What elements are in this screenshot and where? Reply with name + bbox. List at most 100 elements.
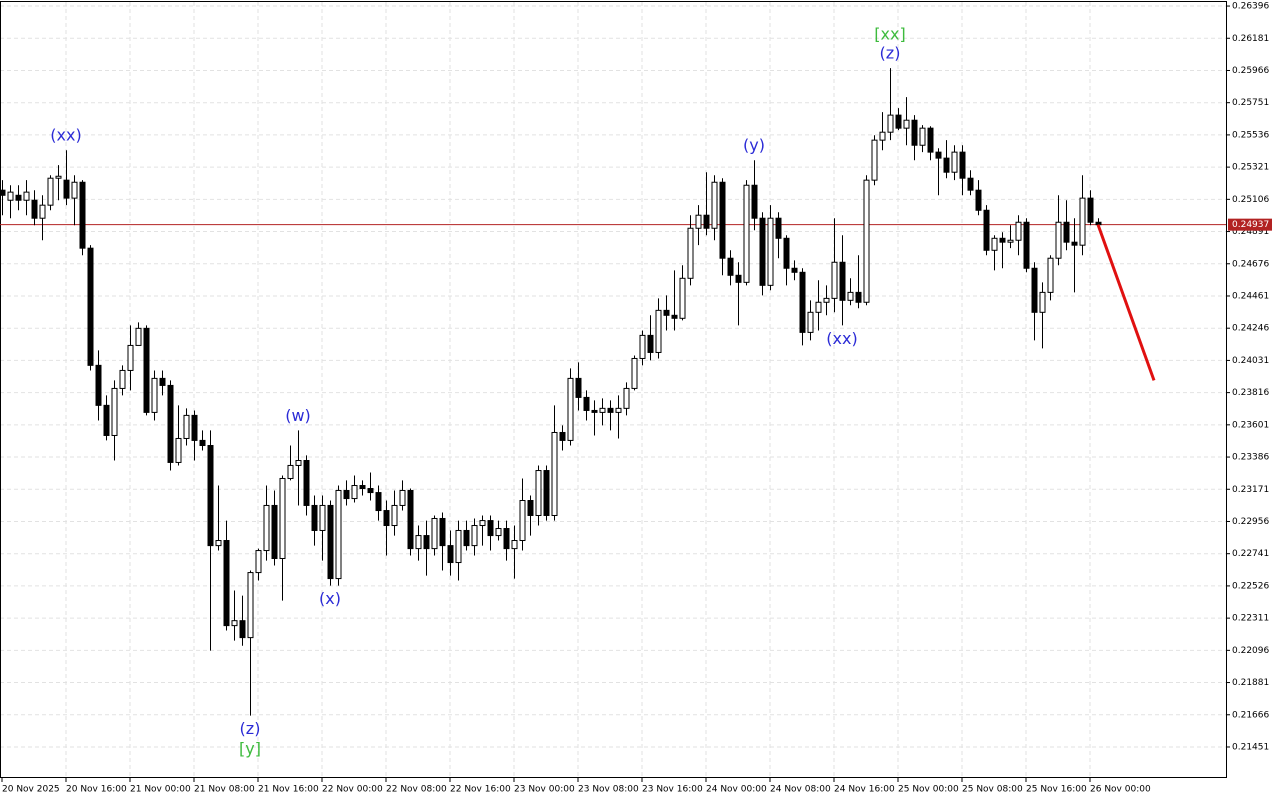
candle-body bbox=[991, 237, 998, 251]
candle-body bbox=[23, 191, 30, 201]
candle-body bbox=[439, 517, 446, 547]
candle-body bbox=[223, 540, 230, 627]
candle-body bbox=[527, 500, 534, 516]
candle-body bbox=[543, 470, 550, 516]
candle-body bbox=[975, 189, 982, 211]
y-tick-label: 0.25536 bbox=[1232, 130, 1269, 140]
y-tick-label: 0.25751 bbox=[1232, 98, 1269, 108]
y-tick-label: 0.21451 bbox=[1232, 742, 1269, 752]
y-tick-label: 0.24031 bbox=[1232, 356, 1269, 366]
candle-body bbox=[31, 199, 38, 219]
candle-body bbox=[47, 177, 54, 206]
wave-label: (w) bbox=[285, 406, 311, 425]
candle-body bbox=[55, 175, 62, 179]
candle-body bbox=[639, 334, 646, 359]
candle-body bbox=[135, 327, 142, 346]
candle-body bbox=[247, 572, 254, 639]
candle-body bbox=[759, 217, 766, 286]
candle-body bbox=[863, 179, 870, 303]
candle-body bbox=[319, 504, 326, 531]
candle-body bbox=[959, 151, 966, 179]
candle-body bbox=[935, 151, 942, 159]
candle-body bbox=[999, 237, 1006, 243]
wave-label: (x) bbox=[319, 589, 341, 608]
y-tick-label: 0.23171 bbox=[1232, 485, 1269, 495]
candle-body bbox=[15, 194, 22, 201]
x-tick-label: 22 Nov 08:00 bbox=[386, 785, 447, 795]
candle-body bbox=[711, 181, 718, 229]
candle-body bbox=[671, 314, 678, 319]
candle-body bbox=[1039, 291, 1046, 313]
candle-body bbox=[895, 114, 902, 129]
candle-body bbox=[839, 261, 846, 301]
candle-body bbox=[695, 214, 702, 229]
y-tick-label: 0.23601 bbox=[1232, 420, 1269, 430]
candle-body bbox=[103, 404, 110, 436]
candle-body bbox=[175, 437, 182, 463]
candle-body bbox=[535, 470, 542, 516]
candle-body bbox=[855, 291, 862, 303]
candle-body bbox=[807, 311, 814, 333]
wave-label: (z) bbox=[880, 44, 901, 63]
y-tick-label: 0.22741 bbox=[1232, 549, 1269, 559]
candle-body bbox=[415, 535, 422, 550]
y-tick-label: 0.21666 bbox=[1232, 710, 1269, 720]
candle-body bbox=[1047, 257, 1054, 293]
candle-body bbox=[599, 407, 606, 413]
x-tick-label: 21 Nov 08:00 bbox=[194, 785, 255, 795]
candle-body bbox=[583, 396, 590, 411]
candle-body bbox=[511, 540, 518, 550]
candle-body bbox=[119, 369, 126, 389]
y-tick-label: 0.24891 bbox=[1232, 227, 1269, 237]
candle-body bbox=[663, 309, 670, 316]
candle-body bbox=[487, 520, 494, 537]
candle-body bbox=[1015, 221, 1022, 241]
candle-body bbox=[95, 364, 102, 406]
x-tick-label: 20 Nov 2025 bbox=[2, 785, 60, 795]
x-tick-label: 24 Nov 16:00 bbox=[834, 785, 895, 795]
candle-body bbox=[703, 214, 710, 229]
x-tick-label: 25 Nov 08:00 bbox=[962, 785, 1023, 795]
candle-body bbox=[503, 528, 510, 550]
candle-body bbox=[1079, 197, 1086, 246]
x-tick-label: 22 Nov 16:00 bbox=[450, 785, 511, 795]
candle-body bbox=[79, 181, 86, 249]
candle-body bbox=[1031, 267, 1038, 313]
wave-label: (y) bbox=[743, 136, 765, 155]
candle-body bbox=[311, 504, 318, 531]
candle-body bbox=[1063, 221, 1070, 243]
candle-body bbox=[1055, 221, 1062, 259]
candle-body bbox=[255, 550, 262, 574]
y-tick-label: 0.21881 bbox=[1232, 678, 1269, 688]
candle-body bbox=[167, 384, 174, 463]
wave-label: [xx] bbox=[874, 25, 905, 44]
plot-frame bbox=[0, 1, 1227, 778]
candle-body bbox=[479, 520, 486, 527]
candle-body bbox=[151, 377, 158, 413]
y-tick-label: 0.22526 bbox=[1232, 581, 1269, 591]
candle-body bbox=[1023, 221, 1030, 269]
candle-body bbox=[455, 529, 462, 564]
x-tick-label: 23 Nov 16:00 bbox=[642, 785, 703, 795]
candle-body bbox=[903, 119, 910, 129]
candle-body bbox=[735, 274, 742, 283]
y-tick-label: 0.25106 bbox=[1232, 195, 1269, 205]
candle-body bbox=[911, 119, 918, 146]
candle-body bbox=[375, 492, 382, 512]
y-tick-label: 0.26396 bbox=[1232, 2, 1269, 12]
forecast-line bbox=[1096, 224, 1156, 381]
x-tick-label: 24 Nov 08:00 bbox=[770, 785, 831, 795]
y-tick-label: 0.23386 bbox=[1232, 453, 1269, 463]
candle-body bbox=[743, 184, 750, 283]
candle-body bbox=[383, 510, 390, 527]
wave-label: (z) bbox=[240, 719, 261, 738]
candle-body bbox=[567, 377, 574, 441]
candle-body bbox=[191, 414, 198, 441]
candle-body bbox=[791, 267, 798, 273]
candle-body bbox=[783, 237, 790, 269]
candle-body bbox=[751, 184, 758, 219]
y-tick-label: 0.24461 bbox=[1232, 291, 1269, 301]
candle-body bbox=[615, 407, 622, 413]
x-tick-label: 24 Nov 00:00 bbox=[706, 785, 767, 795]
